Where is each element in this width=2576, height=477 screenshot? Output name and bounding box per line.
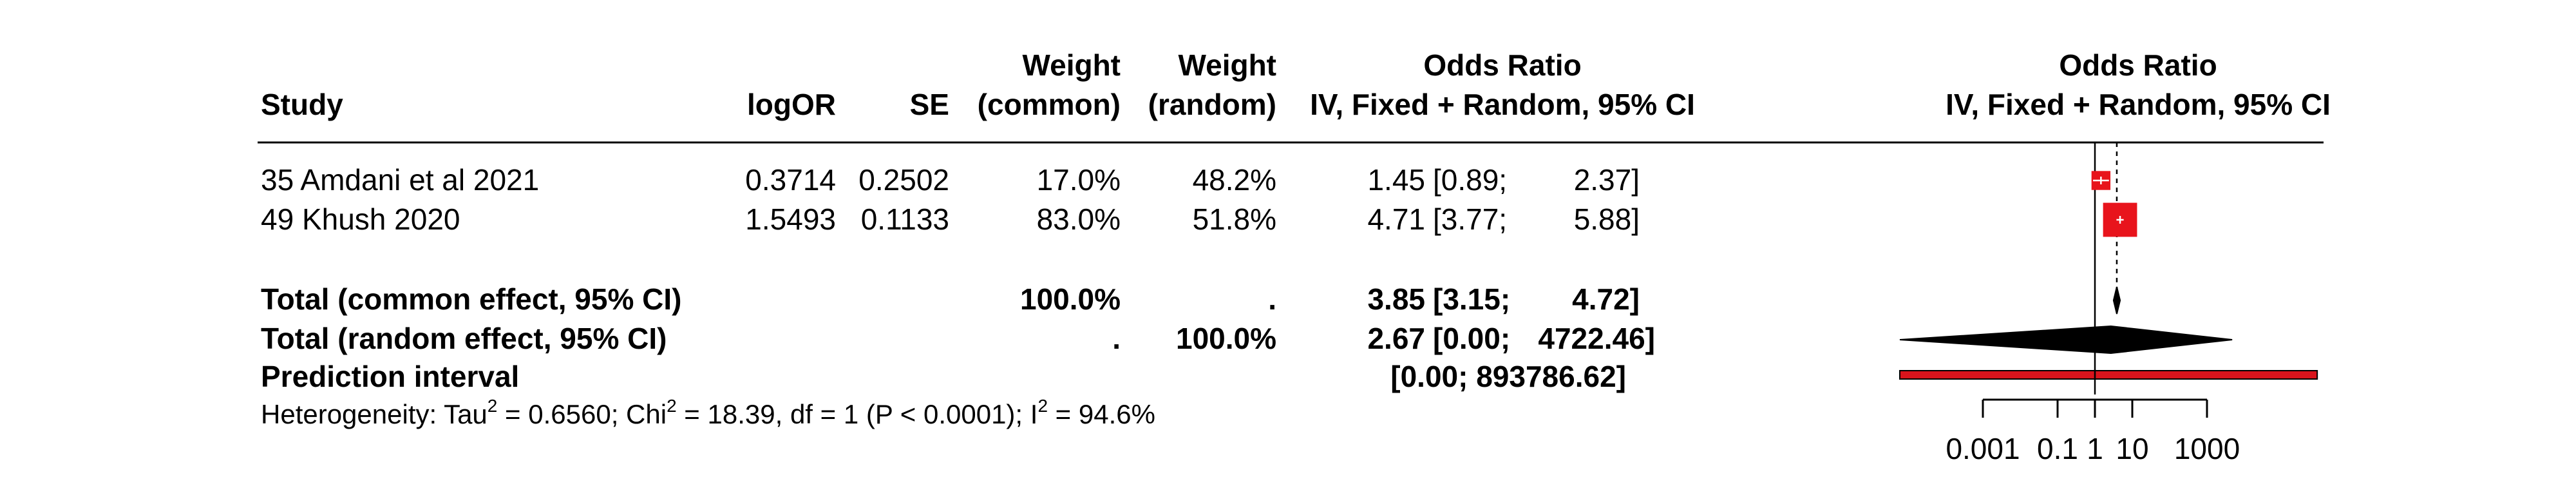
header-or-text-1: Odds Ratio: [1423, 48, 1581, 82]
summary-common-label: Total (common effect, 95% CI): [261, 282, 681, 316]
study-ci-lower: [0.89;: [1433, 163, 1507, 197]
table-row: 35 Amdani et al 2021 0.3714 0.2502 17.0%…: [261, 163, 1640, 197]
header-study: Study: [261, 88, 343, 121]
random-effect-diamond: [1899, 325, 2233, 355]
study-weight-random: 48.2%: [1193, 163, 1276, 197]
study-logor: 1.5493: [745, 202, 836, 236]
study-weight-common: 83.0%: [1037, 202, 1121, 236]
study-weight-common: 17.0%: [1037, 163, 1121, 197]
summary-random-row: Total (random effect, 95% CI) . 100.0% 2…: [261, 322, 1655, 355]
header-logor: logOR: [747, 88, 836, 121]
prediction-interval-ci: [0.00; 893786.62]: [1390, 360, 1626, 393]
summary-random-label: Total (random effect, 95% CI): [261, 322, 667, 355]
summary-common-ci-lower: [3.15;: [1433, 282, 1510, 316]
heterogeneity-text: Heterogeneity: Tau2 = 0.6560; Chi2 = 18.…: [261, 396, 1155, 429]
study-or: 1.45: [1367, 163, 1425, 197]
summary-common-ci-upper: 4.72]: [1572, 282, 1640, 316]
common-effect-diamond: [2112, 286, 2121, 315]
summary-random-weight-common: .: [1112, 322, 1121, 355]
header-weight-common-2: (common): [978, 88, 1121, 121]
forest-graphic: 0.001 0.1 1 10 1000: [1899, 142, 2318, 465]
x-axis-tick-label: 0.001: [1946, 432, 2020, 465]
x-axis-tick-label: 1: [2087, 432, 2103, 465]
x-axis-tick-label: 1000: [2174, 432, 2240, 465]
header-or-text-2: IV, Fixed + Random, 95% CI: [1310, 88, 1695, 121]
prediction-interval-label: Prediction interval: [261, 360, 519, 393]
header-or-plot-2: IV, Fixed + Random, 95% CI: [1946, 88, 2331, 121]
study-name: 35 Amdani et al 2021: [261, 163, 539, 197]
x-axis-tick-label: 0.1: [2037, 432, 2078, 465]
study-se: 0.2502: [858, 163, 949, 197]
table-header: Study logOR SE Weight (common) Weight (r…: [261, 48, 2331, 121]
prediction-interval-row: Prediction interval [0.00; 893786.62]: [261, 360, 1626, 393]
x-axis-tick-label: 10: [2116, 432, 2148, 465]
summary-common-weight-common: 100.0%: [1020, 282, 1121, 316]
summary-random-or: 2.67: [1367, 322, 1425, 355]
study-name: 49 Khush 2020: [261, 202, 460, 236]
header-or-plot-1: Odds Ratio: [2059, 48, 2217, 82]
summary-random-weight-random: 100.0%: [1176, 322, 1276, 355]
study-logor: 0.3714: [745, 163, 836, 197]
summary-common-row: Total (common effect, 95% CI) 100.0% . 3…: [261, 282, 1640, 316]
summary-random-ci-upper: 4722.46]: [1538, 322, 1655, 355]
study-ci-upper: 2.37]: [1574, 163, 1640, 197]
table-row: 49 Khush 2020 1.5493 0.1133 83.0% 51.8% …: [261, 202, 1640, 236]
header-weight-common-1: Weight: [1023, 48, 1121, 82]
summary-common-or: 3.85: [1367, 282, 1425, 316]
study-ci-upper: 5.88]: [1574, 202, 1640, 236]
header-weight-random-1: Weight: [1179, 48, 1276, 82]
header-weight-random-2: (random): [1148, 88, 1276, 121]
study-or: 4.71: [1367, 202, 1425, 236]
study-ci-lower: [3.77;: [1433, 202, 1507, 236]
study-se: 0.1133: [861, 202, 949, 236]
summary-common-weight-random: .: [1268, 282, 1276, 316]
summary-random-ci-lower: [0.00;: [1433, 322, 1510, 355]
prediction-interval-bar: [1899, 370, 2318, 380]
header-se: SE: [910, 88, 949, 121]
study-weight-random: 51.8%: [1193, 202, 1276, 236]
